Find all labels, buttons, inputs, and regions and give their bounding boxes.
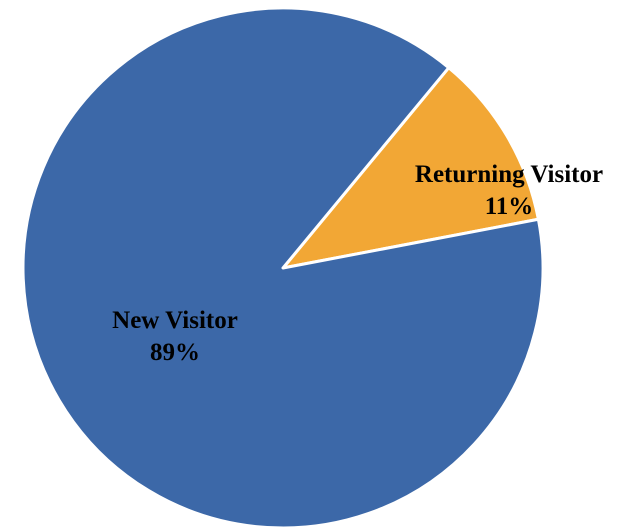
- slice-value-new-visitor: 89%: [150, 339, 200, 366]
- slice-label-new-visitor: New Visitor: [112, 307, 238, 334]
- pie-labels: Returning Visitor 11% New Visitor 89%: [112, 161, 603, 366]
- pie-slice-new-visitor: [21, 6, 545, 529]
- slice-label-returning-visitor: Returning Visitor: [415, 161, 603, 188]
- pie-slices: [21, 6, 545, 529]
- pie-slice-returning-visitor: [281, 66, 540, 270]
- slice-value-returning-visitor: 11%: [485, 193, 534, 220]
